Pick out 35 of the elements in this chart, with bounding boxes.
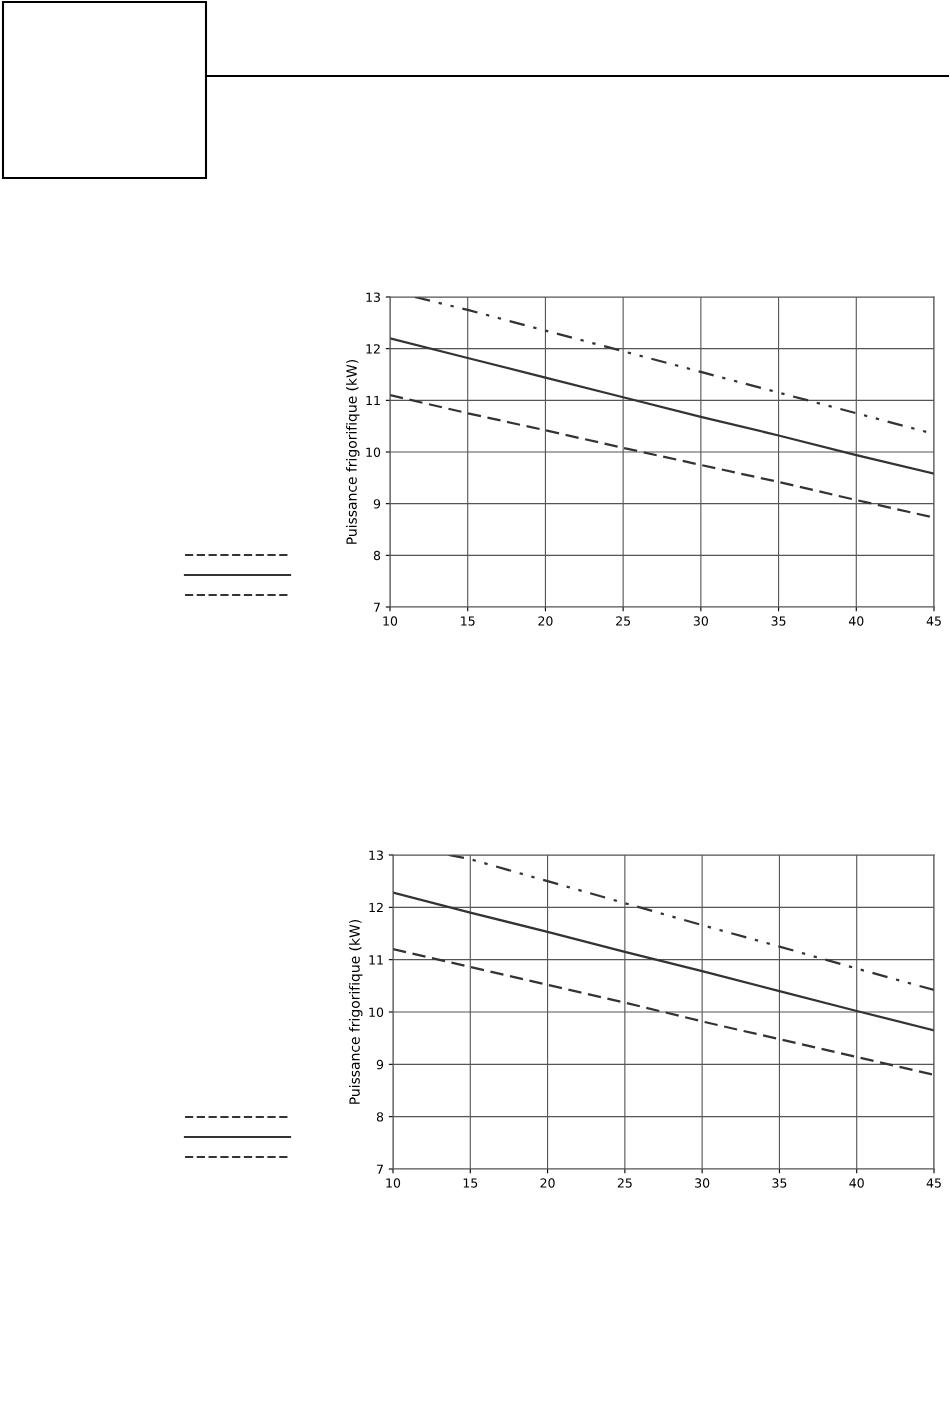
y-tick-label: 10 bbox=[369, 1007, 384, 1017]
y-tick-label: 12 bbox=[369, 902, 383, 913]
y-tick-label: 10 bbox=[366, 447, 381, 457]
line-series bbox=[393, 891, 934, 1032]
x-tick-label: 20 bbox=[538, 616, 553, 626]
x-tick-label: 30 bbox=[695, 1178, 710, 1188]
y-tick-label: 13 bbox=[366, 292, 380, 302]
x-tick-label: 45 bbox=[926, 1178, 941, 1188]
x-tick-label: 15 bbox=[463, 1178, 478, 1188]
x-tick-label: 45 bbox=[926, 616, 941, 626]
x-tick-label: 20 bbox=[540, 1178, 555, 1188]
y-tick-label: 11 bbox=[366, 395, 380, 406]
x-tick-label: 30 bbox=[693, 616, 708, 626]
y-tick-label: 11 bbox=[369, 955, 383, 965]
y-tick-label: 7 bbox=[377, 1164, 383, 1174]
y-tick-label: 9 bbox=[373, 499, 381, 509]
line-series bbox=[393, 948, 934, 1076]
y-tick-label: 8 bbox=[373, 550, 381, 561]
y-tick-label: 7 bbox=[374, 602, 380, 612]
y-tick-label: 12 bbox=[366, 344, 380, 354]
y-axis-title: Puissance frigorifique (kW) bbox=[349, 919, 363, 1104]
y-tick-label: 8 bbox=[376, 1112, 384, 1122]
x-tick-label: 40 bbox=[848, 616, 864, 626]
x-tick-label: 25 bbox=[617, 1178, 632, 1188]
x-tick-label: 10 bbox=[386, 1178, 401, 1188]
y-tick-label: 9 bbox=[376, 1059, 384, 1070]
x-tick-label: 10 bbox=[383, 616, 398, 626]
line-series bbox=[390, 337, 934, 475]
x-tick-label: 35 bbox=[771, 616, 786, 626]
y-axis-title: Puissance frigorifique (kW) bbox=[346, 359, 360, 544]
x-tick-label: 35 bbox=[772, 1178, 787, 1188]
x-tick-label: 15 bbox=[461, 616, 475, 626]
x-tick-label: 40 bbox=[849, 1178, 864, 1188]
y-tick-label: 13 bbox=[369, 850, 383, 860]
x-tick-label: 25 bbox=[616, 616, 630, 626]
